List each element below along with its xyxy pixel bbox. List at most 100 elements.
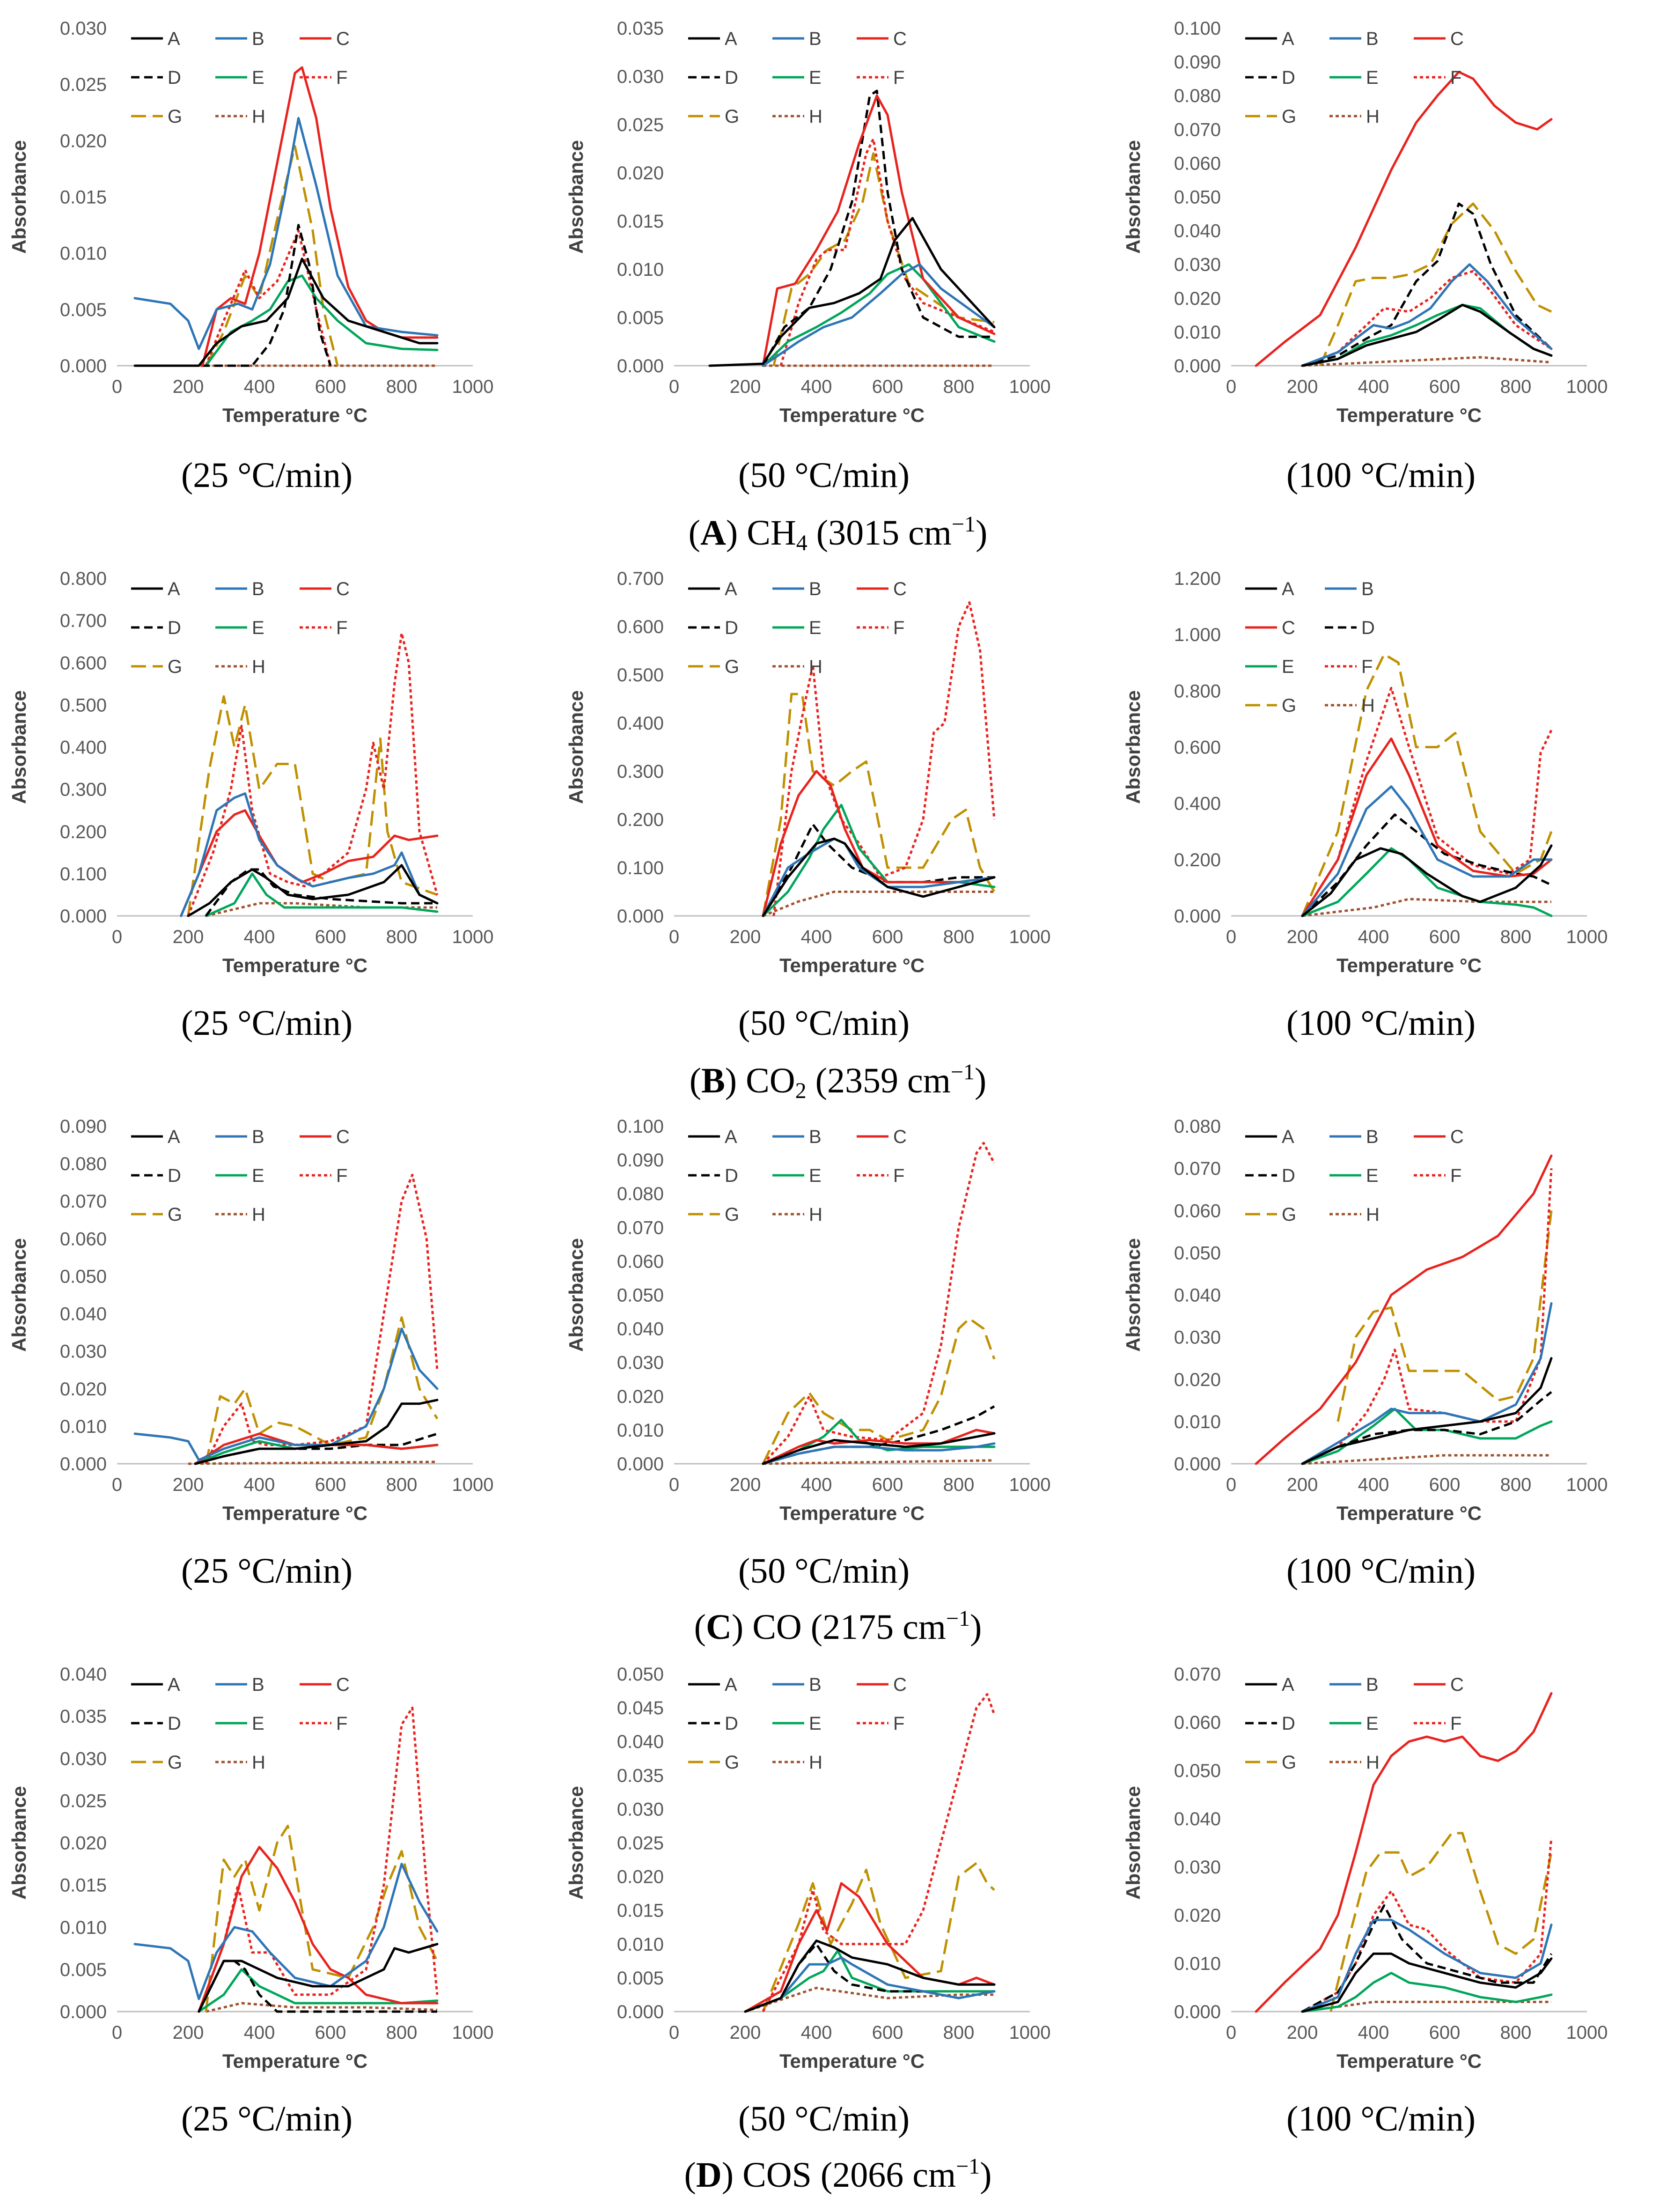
x-tick-label: 1000 [1009, 376, 1051, 397]
x-tick-label: 200 [173, 376, 204, 397]
legend-label-f: F [1361, 656, 1373, 677]
x-tick-label: 0 [1226, 376, 1236, 397]
chart-panel: 0.000 0.010 0.020 0.030 0.040 0.050 0.060 0.070… [1122, 1664, 1608, 2072]
y-axis-title: Absorbance [1122, 140, 1144, 254]
y-tick-label: 0.000 [60, 1454, 107, 1475]
y-tick-label: 0.020 [1174, 1370, 1221, 1390]
y-tick-label: 0.050 [617, 1664, 664, 1685]
legend-label-a: A [168, 29, 180, 49]
y-tick-label: 0.000 [1174, 2002, 1221, 2022]
y-tick-label: 0.005 [617, 1968, 664, 1989]
chart-panel: 0.000 0.005 0.010 0.015 0.020 0.025 0.030 0.035… [565, 1664, 1050, 2072]
y-tick-label: 0.060 [617, 1251, 664, 1272]
legend-label-b: B [1361, 579, 1374, 599]
x-tick-label: 600 [315, 927, 346, 947]
y-tick-label: 0.040 [617, 1732, 664, 1752]
series-line-a [762, 1432, 996, 1465]
legend-label-a: A [1282, 29, 1294, 49]
y-axis-title: Absorbance [565, 1786, 587, 1900]
series-line-g [1329, 1832, 1553, 2012]
series-line-b [133, 1863, 439, 2000]
series-line-f [187, 632, 439, 916]
y-axis-title: Absorbance [8, 1786, 30, 1900]
y-tick-label: 0.070 [1174, 1158, 1221, 1179]
rate-caption: (25 °C/min) [181, 2099, 352, 2138]
y-tick-label: 0.060 [1174, 1712, 1221, 1733]
series-line-e [198, 1968, 439, 2013]
series-line-c [762, 1429, 996, 1465]
y-tick-label: 0.020 [60, 131, 107, 151]
legend-label-b: B [809, 1127, 822, 1147]
gas-caption-superscript: −1 [951, 1060, 975, 1084]
x-tick-label: 1000 [1566, 1475, 1608, 1495]
y-tick-label: 0.200 [60, 822, 107, 842]
y-tick-label: 0.050 [60, 1266, 107, 1287]
x-tick-label: 0 [1226, 1475, 1236, 1495]
series-line-f [779, 138, 995, 366]
series-line-c [1255, 1154, 1553, 1465]
y-tick-label: 0.090 [60, 1116, 107, 1137]
legend-label-h: H [809, 656, 822, 677]
series-line-e [205, 274, 439, 367]
rate-caption: (100 °C/min) [1286, 1551, 1476, 1591]
y-tick-label: 0.030 [617, 1799, 664, 1820]
y-tick-label: 0.010 [1174, 322, 1221, 343]
y-tick-label: 0.030 [60, 1342, 107, 1362]
series-line-d [745, 1943, 995, 2013]
y-tick-label: 0.000 [617, 2002, 664, 2022]
series-line-b [1301, 1918, 1553, 2013]
series-line-g [205, 145, 339, 367]
legend-label-h: H [252, 1752, 265, 1773]
x-tick-label: 0 [669, 376, 679, 397]
x-tick-label: 600 [1429, 1475, 1461, 1495]
legend-label-c: C [336, 579, 350, 599]
series-line-d [762, 823, 994, 917]
series-line-h [1302, 356, 1552, 367]
y-axis-title: Absorbance [1122, 1238, 1144, 1352]
x-tick-label: 1000 [1009, 2022, 1051, 2043]
series-line-a [198, 1943, 439, 2013]
series-line-d [763, 1405, 995, 1465]
y-tick-label: 0.020 [617, 1386, 664, 1407]
legend-label-e: E [1366, 1165, 1379, 1186]
x-tick-label: 200 [173, 927, 204, 947]
legend-label-a: A [1282, 1127, 1294, 1147]
y-tick-label: 0.000 [1174, 906, 1221, 927]
series-line-a [708, 217, 996, 367]
x-tick-label: 200 [730, 2022, 761, 2043]
x-tick-label: 400 [801, 376, 832, 397]
chart-panel: 0.000 0.100 0.200 0.300 0.400 0.500 0.600 0.700… [565, 568, 1050, 976]
series-line-b [762, 1442, 996, 1465]
gas-caption-end: ) [975, 1061, 986, 1100]
x-axis-title: Temperature °C [1336, 1502, 1482, 1524]
series-line-d [195, 1432, 438, 1465]
x-tick-label: 800 [943, 376, 975, 397]
legend-label-f: F [893, 67, 904, 88]
gas-caption-subscript: 2 [795, 1078, 807, 1103]
y-tick-label: 0.010 [60, 1917, 107, 1938]
y-tick-label: 0.030 [60, 1748, 107, 1769]
gas-caption-superscript: −1 [952, 512, 976, 537]
legend-label-d: D [1282, 67, 1295, 88]
gas-caption-close: ) [732, 1607, 752, 1647]
y-tick-label: 0.050 [1174, 1761, 1221, 1781]
y-axis-title: Absorbance [8, 1238, 30, 1352]
legend-label-e: E [1366, 67, 1379, 88]
y-tick-label: 0.080 [1174, 1116, 1221, 1137]
y-tick-label: 0.800 [60, 568, 107, 589]
y-tick-label: 0.500 [617, 665, 664, 686]
legend-label-b: B [252, 579, 264, 599]
series-line-f [1302, 270, 1552, 367]
chart-panel: 0.000 0.010 0.020 0.030 0.040 0.050 0.060 0.070… [1122, 1116, 1608, 1524]
series-line-h [206, 2002, 438, 2013]
legend-label-e: E [1366, 1713, 1379, 1734]
y-tick-label: 0.400 [617, 713, 664, 734]
series-line-h [206, 902, 437, 917]
series-line-c [198, 1846, 439, 2013]
x-axis-title: Temperature °C [1336, 404, 1482, 426]
series-line-d [1301, 1391, 1552, 1465]
y-tick-label: 0.025 [617, 1833, 664, 1854]
y-tick-label: 0.070 [617, 1217, 664, 1238]
y-tick-label: 0.040 [1174, 1809, 1221, 1829]
x-tick-label: 400 [1358, 2022, 1389, 2043]
